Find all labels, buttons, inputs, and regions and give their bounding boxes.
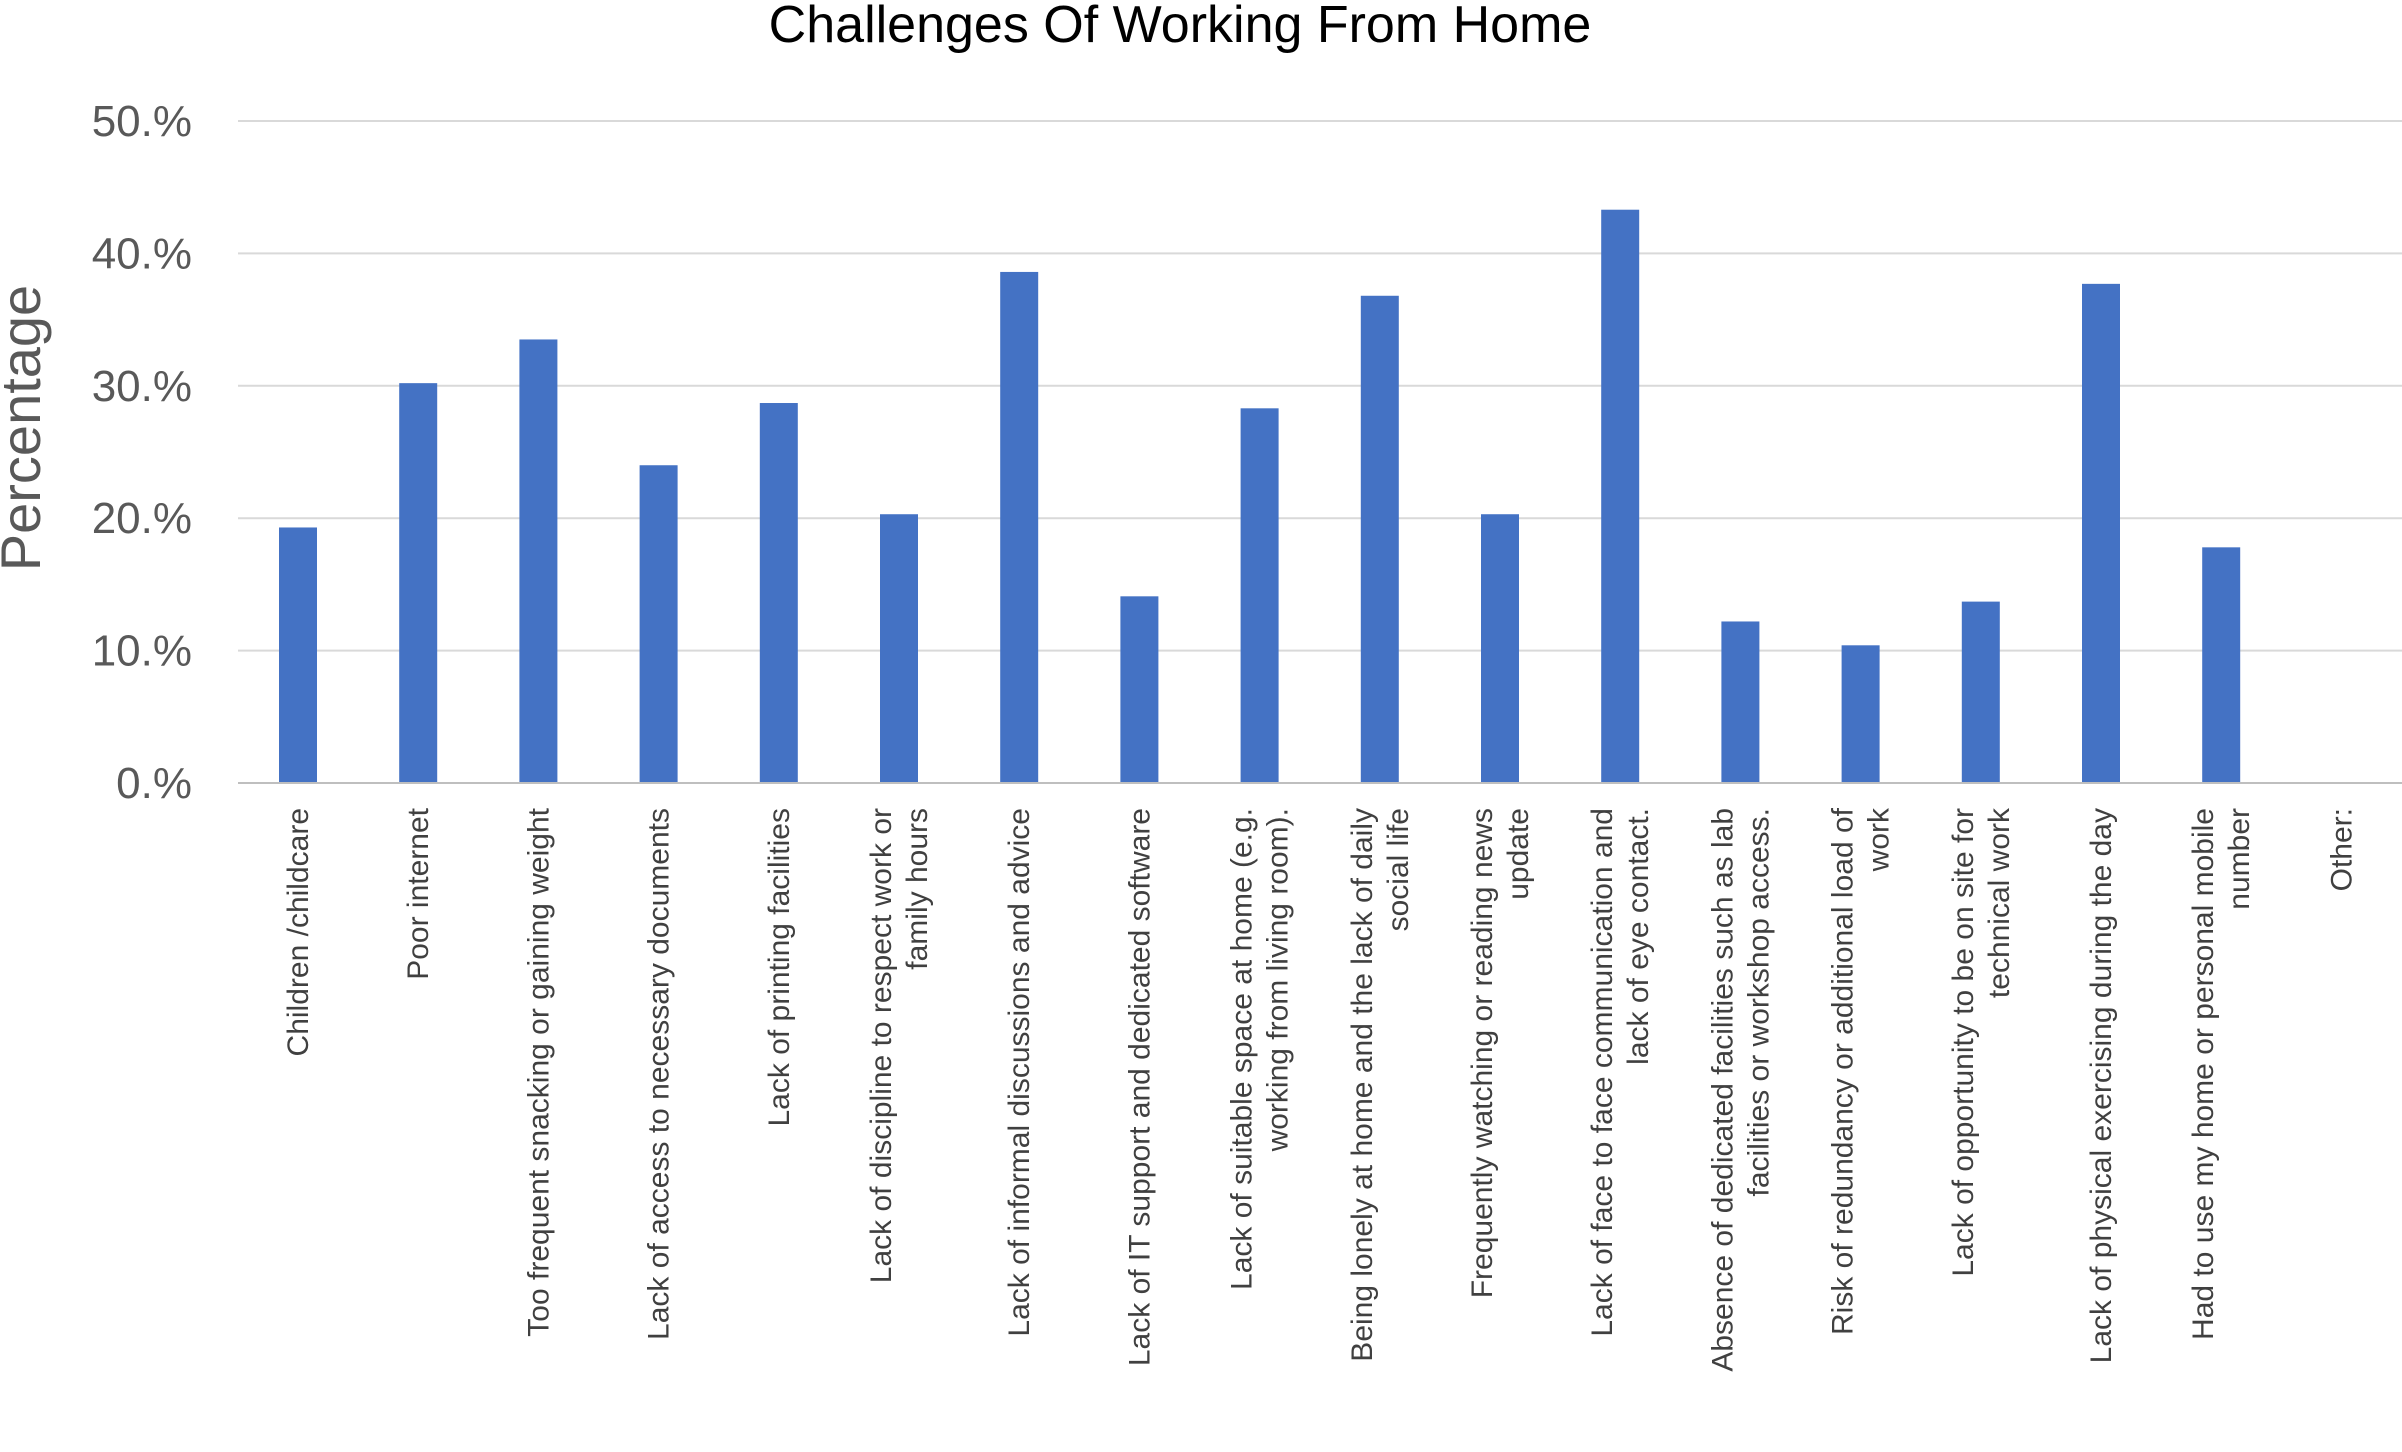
y-tick-label: 30.% bbox=[92, 362, 192, 411]
x-tick-label-line: social life bbox=[1382, 808, 1415, 931]
bar bbox=[1841, 645, 1880, 783]
bar bbox=[519, 339, 558, 783]
y-tick-label: 40.% bbox=[92, 229, 192, 278]
x-tick-label-line: facilities or workshop access. bbox=[1742, 808, 1775, 1196]
x-tick-label: Lack of discipline to respect work or fam… bbox=[865, 808, 934, 1283]
x-tick-label-line: work bbox=[1863, 807, 1896, 872]
y-tick-label: 50.% bbox=[92, 97, 192, 146]
x-tick-label: Lack of informal discussions and advice bbox=[1003, 808, 1036, 1337]
bars bbox=[279, 209, 2241, 783]
x-tick-label: Poor internet bbox=[402, 807, 435, 979]
x-tick-label-line: number bbox=[2223, 808, 2256, 910]
x-tick-label-line: Lack of suitable space at home (e.g. bbox=[1226, 808, 1259, 1290]
x-tick-label-line: Children /childcare bbox=[282, 808, 315, 1056]
bar bbox=[639, 465, 678, 783]
x-axis-labels: Children /childcare Poor internet Too freq… bbox=[282, 807, 2358, 1372]
bar bbox=[1481, 514, 1519, 783]
bar bbox=[1240, 408, 1279, 783]
x-tick-label: Too frequent snacking or gaining weight bbox=[522, 807, 555, 1336]
x-tick-label-line: Lack of opportunity to be on site for bbox=[1947, 808, 1980, 1277]
x-tick-label: Had to use my home or personal mobile num… bbox=[2187, 808, 2256, 1340]
x-tick-label-line: Lack of access to necessary documents bbox=[643, 808, 676, 1340]
x-tick-label: Lack of IT support and dedicated softwar… bbox=[1123, 808, 1156, 1366]
x-tick-label: Risk of redundancy or additional load of… bbox=[1827, 807, 1896, 1335]
x-tick-label: Lack of face to face communication and la… bbox=[1586, 808, 1655, 1337]
x-tick-label-line: technical work bbox=[1983, 807, 2016, 998]
x-tick-label-line: Being lonely at home and the lack of dai… bbox=[1346, 808, 1379, 1362]
x-tick-label: Lack of printing facilities bbox=[763, 808, 796, 1127]
x-tick-label-line: Absence of dedicated facilities such as … bbox=[1706, 808, 1739, 1372]
bar bbox=[279, 527, 317, 783]
x-tick-label: Lack of physical exercising during the d… bbox=[2085, 808, 2118, 1363]
y-axis-label: Percentage bbox=[0, 285, 52, 571]
x-tick-label: Children /childcare bbox=[282, 808, 315, 1056]
x-tick-label-line: Lack of discipline to respect work or bbox=[865, 808, 898, 1283]
y-tick-label: 20.% bbox=[92, 494, 192, 543]
chart-title: Challenges Of Working From Home bbox=[769, 0, 1592, 54]
x-tick-label-line: Poor internet bbox=[402, 807, 435, 979]
bar bbox=[1120, 596, 1159, 783]
x-tick-label-line: Lack of physical exercising during the d… bbox=[2085, 808, 2118, 1363]
y-tick-label: 0.% bbox=[116, 759, 192, 808]
gridlines bbox=[238, 120, 2402, 652]
x-tick-label: Other: bbox=[2325, 808, 2358, 891]
x-tick-label-line: working from living room). bbox=[1262, 808, 1295, 1152]
x-tick-label-line: Too frequent snacking or gaining weight bbox=[522, 807, 555, 1336]
x-tick-label: Absence of dedicated facilities such as … bbox=[1706, 808, 1775, 1372]
x-tick-label-line: family hours bbox=[901, 808, 934, 970]
x-tick-label-line: Risk of redundancy or additional load of bbox=[1827, 807, 1860, 1335]
bar bbox=[399, 383, 438, 783]
x-tick-label: Being lonely at home and the lack of dai… bbox=[1346, 808, 1415, 1362]
bar bbox=[880, 514, 918, 783]
y-tick-label: 10.% bbox=[92, 627, 192, 676]
x-tick-label-line: update bbox=[1502, 808, 1535, 900]
bar bbox=[2202, 547, 2241, 783]
x-tick-label-line: Lack of IT support and dedicated softwar… bbox=[1123, 808, 1156, 1366]
x-tick-label-line: Lack of face to face communication and bbox=[1586, 808, 1619, 1337]
x-tick-label-line: lack of eye contact. bbox=[1622, 808, 1655, 1065]
x-tick-label-line: Lack of printing facilities bbox=[763, 808, 796, 1127]
bar bbox=[1721, 621, 1760, 783]
x-tick-label: Lack of access to necessary documents bbox=[643, 808, 676, 1340]
x-tick-label: Lack of suitable space at home (e.g. work… bbox=[1226, 808, 1295, 1290]
x-tick-label-line: Had to use my home or personal mobile bbox=[2187, 808, 2220, 1340]
x-tick-label: Lack of opportunity to be on site for tec… bbox=[1947, 807, 2016, 1277]
bar bbox=[759, 403, 798, 783]
bar bbox=[1601, 209, 1640, 783]
bar bbox=[1360, 295, 1399, 783]
bar bbox=[1961, 601, 2000, 783]
x-tick-label-line: Lack of informal discussions and advice bbox=[1003, 808, 1036, 1337]
x-tick-label-line: Frequently watching or reading news bbox=[1466, 808, 1499, 1298]
x-tick-label-line: Other: bbox=[2325, 808, 2358, 891]
x-tick-label: Frequently watching or reading news updat… bbox=[1466, 808, 1535, 1298]
bar bbox=[2082, 283, 2120, 783]
bar bbox=[1000, 271, 1039, 783]
y-axis-ticks: 0.% 10.% 20.% 30.% 40.% 50.% bbox=[92, 97, 192, 808]
